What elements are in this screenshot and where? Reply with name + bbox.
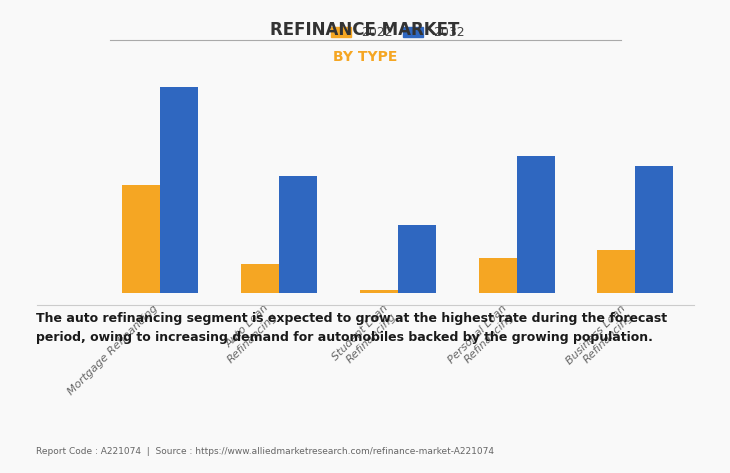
Text: BY TYPE: BY TYPE	[333, 50, 397, 64]
Text: The auto refinancing segment is expected to grow at the highest rate during the : The auto refinancing segment is expected…	[36, 312, 668, 344]
Bar	[279, 175, 317, 293]
Bar	[517, 156, 555, 293]
Text: REFINANCE MARKET: REFINANCE MARKET	[270, 21, 460, 39]
Bar	[161, 88, 199, 293]
Bar	[360, 290, 398, 293]
Bar	[597, 250, 635, 293]
Bar	[122, 185, 161, 293]
Bar	[635, 166, 674, 293]
Bar	[241, 264, 279, 293]
Legend: 2022, 2032: 2022, 2032	[328, 23, 468, 43]
Bar	[398, 225, 436, 293]
Bar	[479, 258, 517, 293]
Text: Report Code : A221074  |  Source : https://www.alliedmarketresearch.com/refinanc: Report Code : A221074 | Source : https:/…	[36, 447, 494, 456]
